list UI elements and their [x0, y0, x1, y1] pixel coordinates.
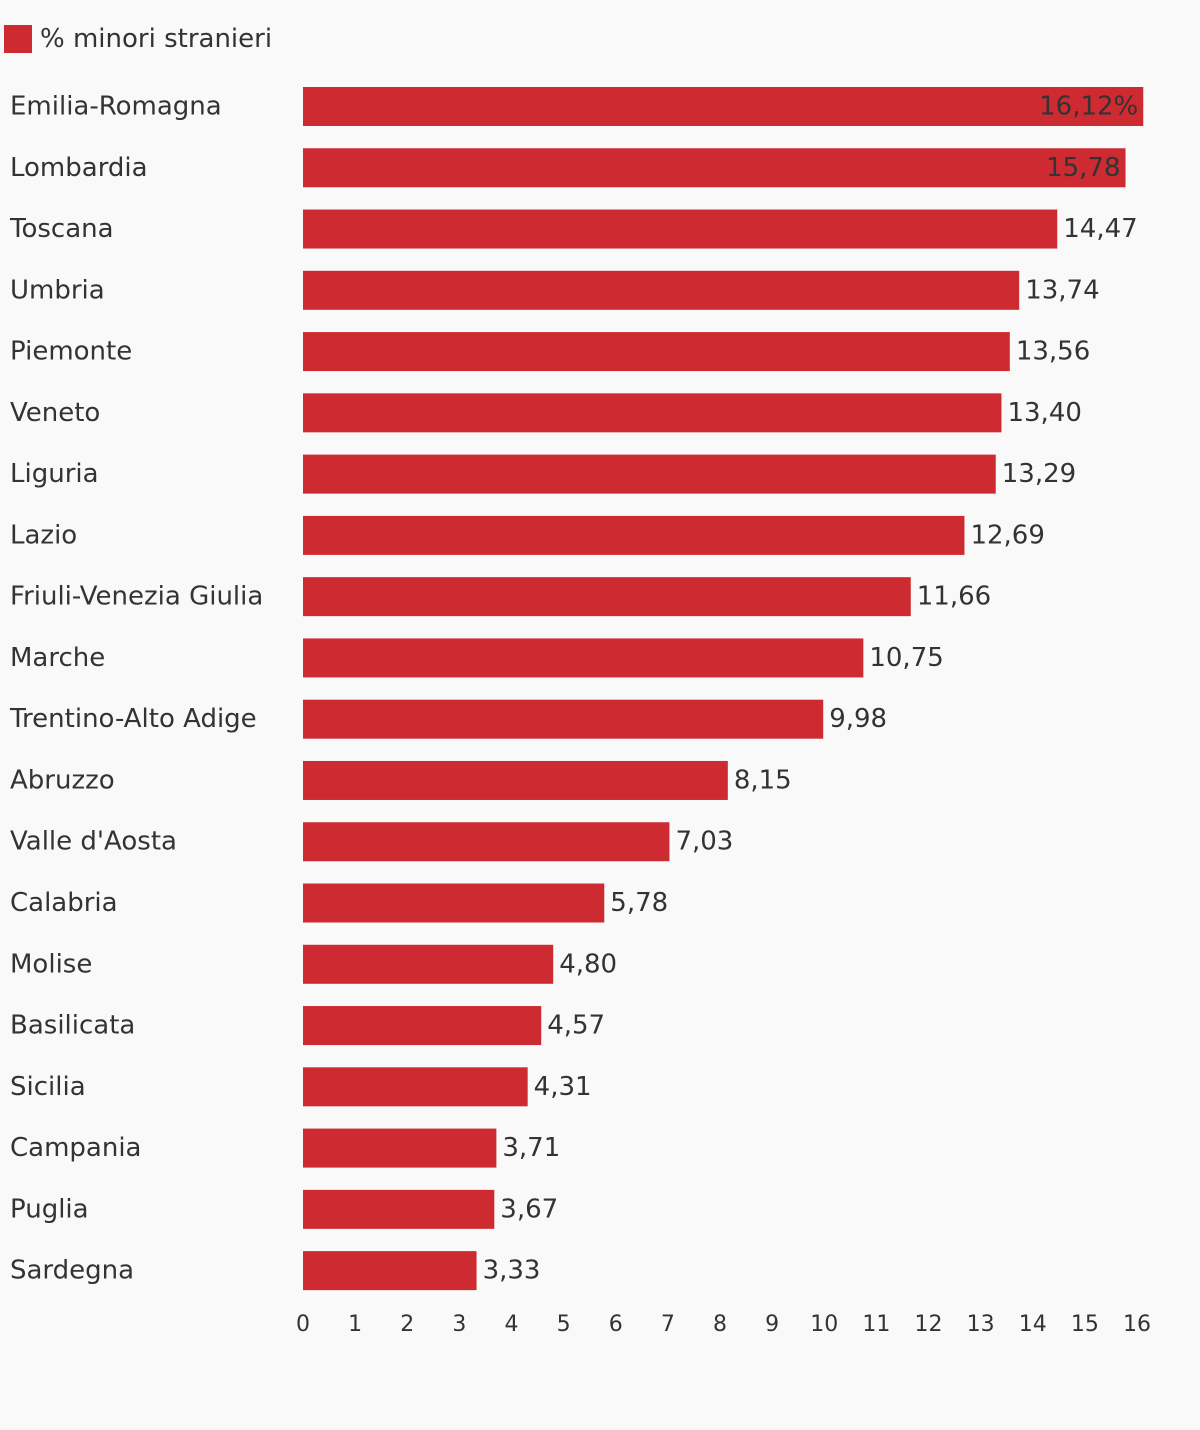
- value-labels: 16,12% 15,78 14,47 13,74 13,56 13,40 13,29 12,6…: [483, 92, 1139, 1286]
- bar: [303, 944, 554, 984]
- category-label: Umbria: [10, 275, 105, 305]
- category-label: Marche: [10, 643, 105, 673]
- bar: [303, 760, 728, 800]
- x-tick-label: 0: [296, 1312, 310, 1337]
- x-tick-label: 6: [609, 1312, 623, 1337]
- bar: [303, 699, 824, 739]
- value-label: 16,12%: [1039, 92, 1138, 122]
- category-label: Calabria: [10, 888, 118, 918]
- bar: [303, 515, 965, 555]
- value-label: 4,57: [547, 1011, 605, 1041]
- x-tick-label: 9: [765, 1312, 779, 1337]
- value-label: 7,03: [675, 827, 733, 857]
- category-label: Friuli-Venezia Giulia: [10, 582, 263, 612]
- category-label: Puglia: [10, 1194, 89, 1224]
- bar: [303, 1189, 495, 1229]
- bar: [303, 332, 1010, 372]
- value-label: 14,47: [1063, 214, 1137, 244]
- bar: [303, 1251, 477, 1291]
- x-tick-label: 16: [1123, 1312, 1151, 1337]
- bar: [303, 577, 911, 617]
- bar: [303, 454, 996, 494]
- category-labels: Emilia-Romagna Lombardia Toscana Umbria Piem…: [9, 92, 263, 1286]
- value-label: 3,33: [483, 1256, 541, 1286]
- x-tick-label: 7: [661, 1312, 675, 1337]
- bar: [303, 1067, 528, 1107]
- x-tick-label: 1: [348, 1312, 362, 1337]
- category-label: Trentino-Alto Adige: [9, 704, 257, 734]
- value-label: 5,78: [610, 888, 668, 918]
- value-label: 12,69: [970, 520, 1044, 550]
- value-label: 8,15: [734, 765, 792, 795]
- category-label: Piemonte: [10, 337, 132, 367]
- category-label: Sardegna: [10, 1256, 134, 1286]
- category-label: Liguria: [10, 459, 99, 489]
- category-label: Molise: [10, 949, 92, 979]
- x-tick-label: 13: [967, 1312, 995, 1337]
- category-label: Toscana: [9, 214, 114, 244]
- category-label: Sicilia: [10, 1072, 86, 1102]
- x-tick-label: 12: [915, 1312, 943, 1337]
- bar: [303, 393, 1002, 433]
- bar: [303, 1006, 542, 1046]
- value-label: 13,29: [1002, 459, 1076, 489]
- category-label: Campania: [10, 1133, 142, 1163]
- bar: [303, 87, 1144, 126]
- value-label: 9,98: [829, 704, 887, 734]
- x-tick-label: 5: [557, 1312, 571, 1337]
- category-label: Emilia-Romagna: [10, 92, 222, 122]
- category-label: Lazio: [10, 520, 77, 550]
- value-label: 10,75: [869, 643, 943, 673]
- x-axis: 0 1 2 3 4 5 6 7 8 9 10 11 12 13 14 15 16: [296, 1312, 1151, 1337]
- value-label: 13,56: [1016, 337, 1090, 367]
- bar: [303, 822, 670, 862]
- category-label: Lombardia: [10, 153, 148, 183]
- value-label: 13,74: [1025, 275, 1099, 305]
- legend: % minori stranieri: [4, 24, 272, 54]
- bars-layer: [303, 87, 1144, 1291]
- category-label: Valle d'Aosta: [10, 827, 177, 857]
- x-tick-label: 4: [505, 1312, 519, 1337]
- value-label: 11,66: [917, 582, 991, 612]
- category-label: Veneto: [10, 398, 100, 428]
- x-tick-label: 15: [1071, 1312, 1099, 1337]
- bar: [303, 883, 605, 923]
- bar: [303, 270, 1020, 310]
- legend-swatch: [4, 25, 32, 53]
- value-label: 3,67: [500, 1194, 558, 1224]
- x-tick-label: 3: [452, 1312, 466, 1337]
- bar: [303, 638, 864, 678]
- category-label: Basilicata: [10, 1011, 135, 1041]
- x-tick-label: 11: [862, 1312, 890, 1337]
- value-label: 13,40: [1007, 398, 1081, 428]
- category-label: Abruzzo: [10, 765, 115, 795]
- bar: [303, 1128, 497, 1168]
- legend-label: % minori stranieri: [40, 24, 273, 54]
- value-label: 3,71: [502, 1133, 560, 1163]
- value-label: 15,78: [1046, 153, 1120, 183]
- x-tick-label: 10: [810, 1312, 838, 1337]
- value-label: 4,80: [559, 949, 617, 979]
- x-tick-label: 2: [400, 1312, 414, 1337]
- bar: [303, 209, 1058, 249]
- x-tick-label: 14: [1019, 1312, 1047, 1337]
- x-tick-label: 8: [713, 1312, 727, 1337]
- value-label: 4,31: [534, 1072, 592, 1102]
- bar: [303, 148, 1126, 188]
